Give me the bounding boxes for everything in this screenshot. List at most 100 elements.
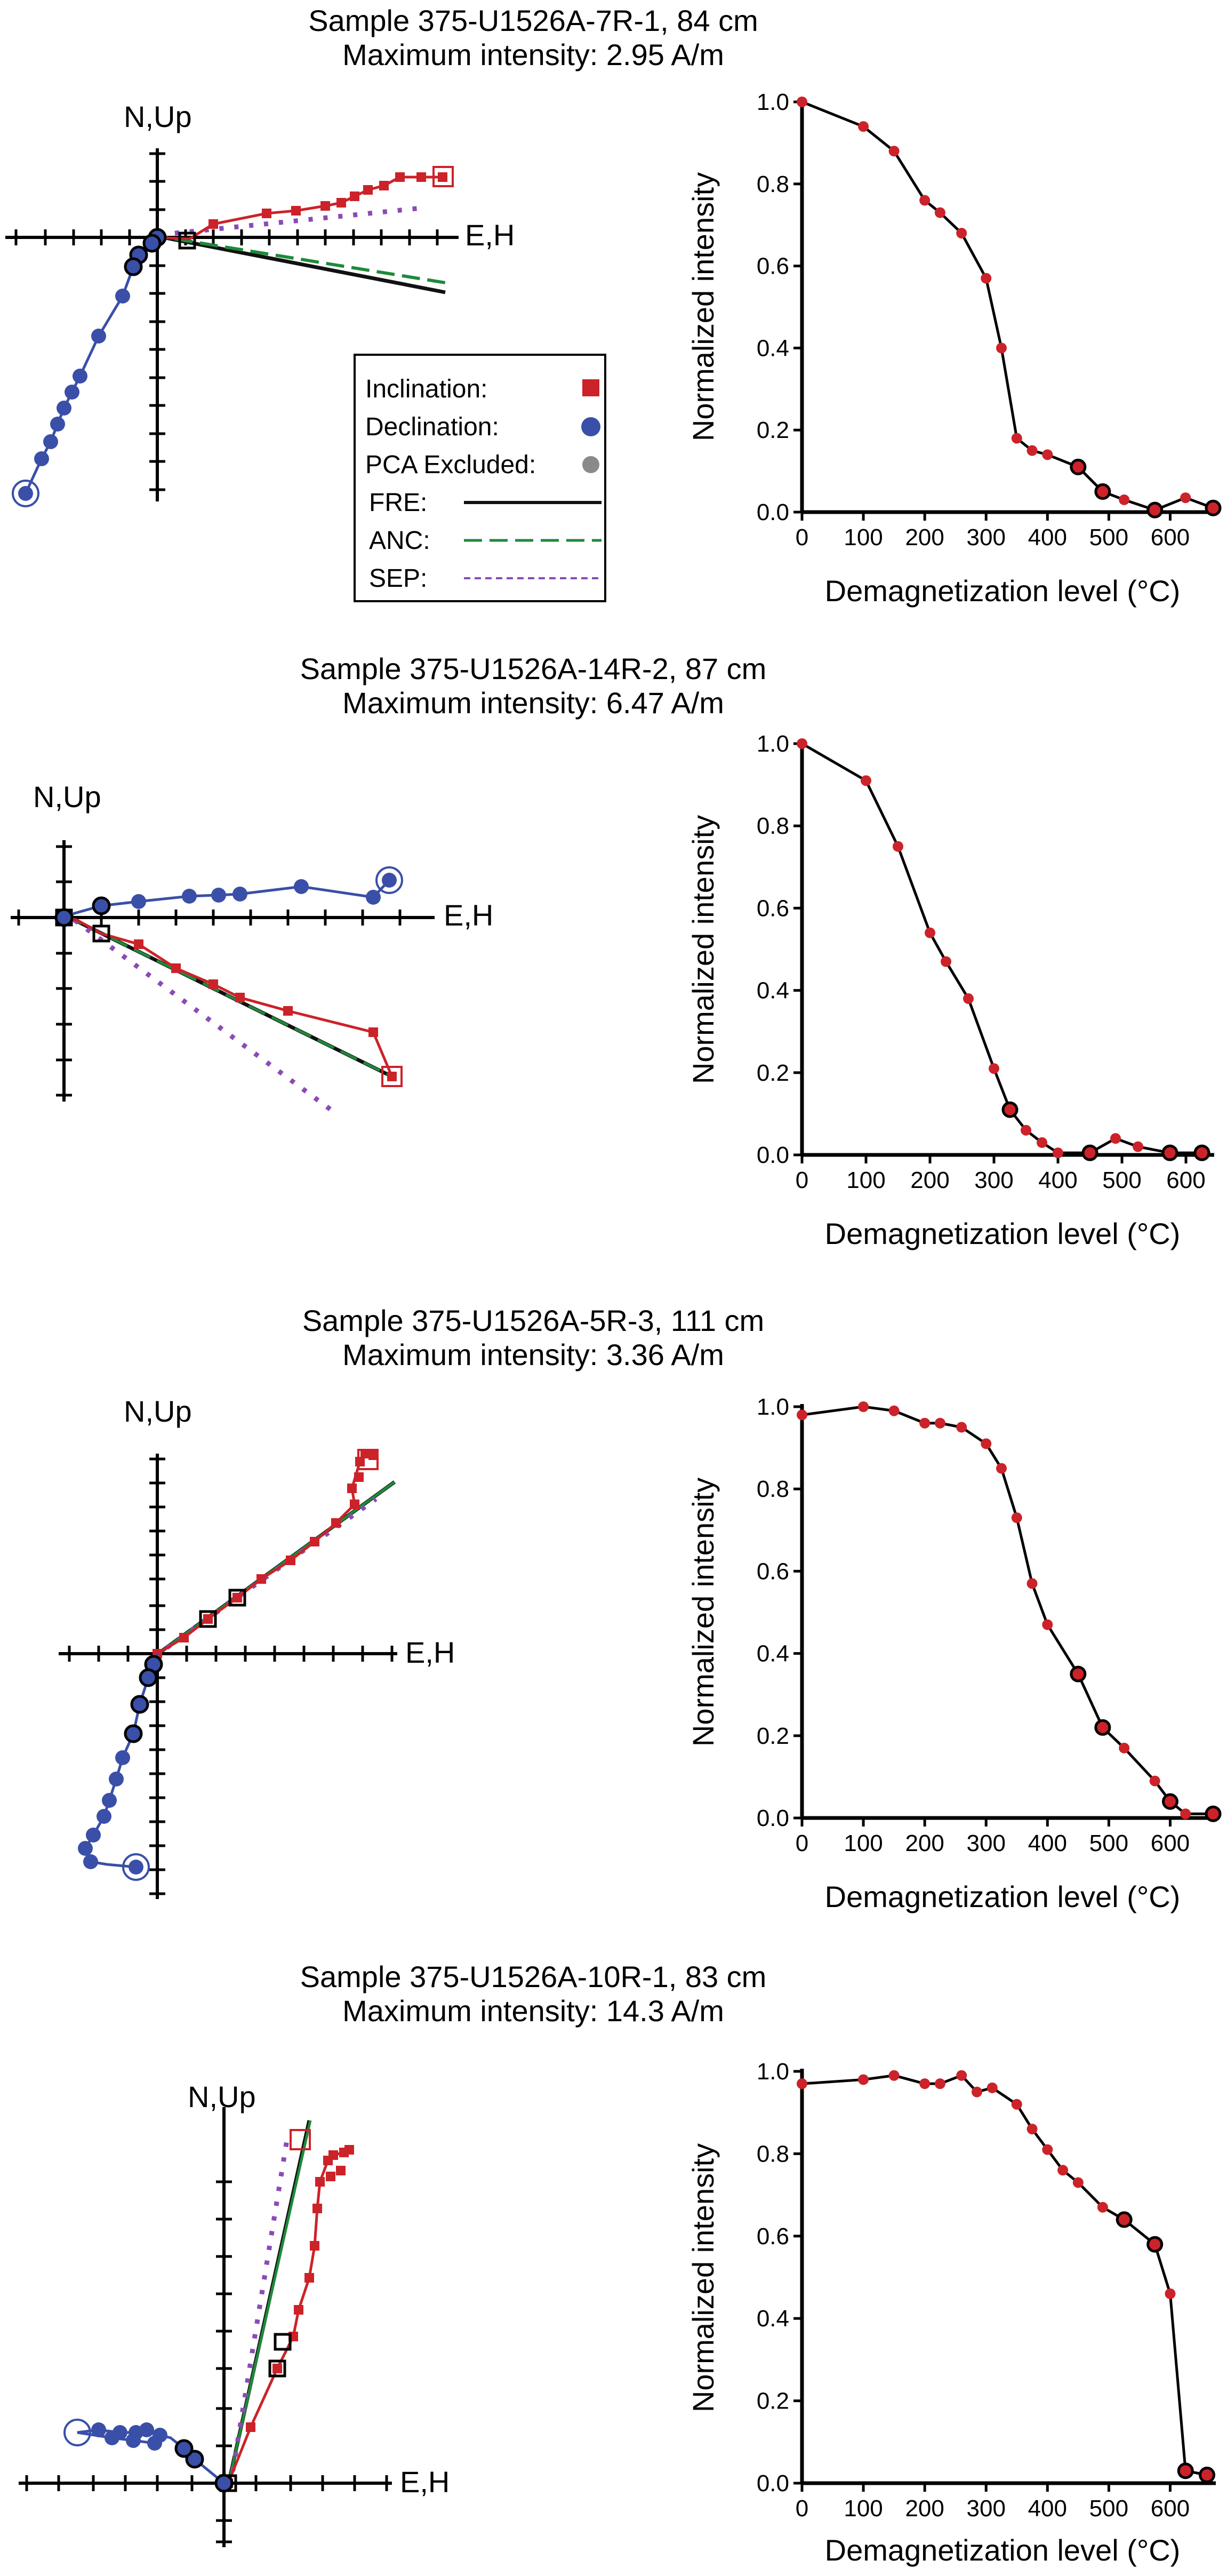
decay2-xlabel: Demagnetization level (°C) [825,1217,1181,1250]
decay4-excluded-point [1146,2236,1164,2253]
zij1-inclination-points [153,172,447,242]
decay4-series-line [801,2073,1207,2477]
decay4-x-tick-label: 200 [905,2495,944,2522]
zij2-ticks [17,845,402,1097]
legend-declination-label: Declination: [365,413,499,441]
decay4-data-point [797,2078,807,2089]
decay2-y-tick-label: 1.0 [757,731,789,757]
decay3-data-point [1026,1578,1038,1589]
legend-inclination-marker [582,379,599,396]
legend: Inclination: Declination: PCA Excluded: … [354,354,606,602]
decay1-x-tick-label: 0 [796,524,808,551]
decay1-excluded-point [1070,458,1087,475]
decay2-data-point [861,775,871,786]
decay2-y-tick-label: 0.6 [757,895,789,921]
decay4-x-tick-label: 400 [1028,2495,1067,2522]
decay2-excluded-point [1081,1144,1098,1161]
decay1-data-point [956,228,967,239]
decay2-excluded-point [1193,1144,1210,1161]
decay1-data-point [1180,492,1191,504]
decay4-data-point [1072,2177,1084,2188]
panel-2-title: Sample 375-U1526A-14R-2, 87 cm [300,652,767,685]
zijderveld-plot-3: N,Up E,H [59,1394,455,1899]
decay3-x-tick-label: 400 [1028,1830,1067,1856]
legend-pca-excluded-marker [582,456,599,473]
decay2-data-point [797,738,807,749]
decay3-data-point [1042,1619,1053,1630]
panel-3-subtitle: Maximum intensity: 3.36 A/m [342,1338,724,1371]
zij2-declination-points [131,873,397,909]
zij3-declination-points [78,1750,143,1875]
decay4-data-point [1026,2124,1038,2135]
decay4-data-point [1057,2165,1069,2176]
zij1-declination-excluded [124,228,167,276]
decay4-excluded-point [1177,2462,1194,2479]
decay1-excluded-point [1094,483,1111,500]
decay-plot-4: Normalized intensity Demagnetization lev… [686,2059,1216,2567]
zij4-declination-points [91,2422,167,2451]
decay1-data-point [797,97,807,107]
decay4-x-tick-label: 100 [844,2495,883,2522]
zij3-declination-first [122,1853,150,1881]
decay2-y-tick-label: 0.4 [757,978,789,1004]
decay3-data-point [1119,1742,1130,1753]
decay3-y-tick-label: 0.0 [757,1805,789,1831]
decay1-y-tick-label: 0.8 [757,171,789,197]
panel-2: Sample 375-U1526A-14R-2, 87 cm Maximum i… [11,652,1214,1250]
decay1-y-tick-label: 0.4 [757,335,789,361]
legend-anc-label: ANC: [369,527,430,555]
decay3-x-tick-label: 200 [905,1830,944,1856]
decay1-y-tick-label: 1.0 [757,89,789,115]
decay3-y-tick-label: 0.8 [757,1476,789,1502]
decay1-y-tick-label: 0.6 [757,253,789,280]
decay4-data-point [987,2082,998,2093]
decay1-x-tick-label: 500 [1089,524,1128,551]
decay3-data-point [1149,1775,1160,1787]
decay1-x-tick-label: 200 [905,524,944,551]
decay1-data-point [888,146,900,157]
decay3-data-point [919,1417,931,1429]
decay2-x-tick-label: 200 [910,1167,949,1193]
decay3-excluded-point [1070,1665,1087,1682]
decay1-data-point [919,195,931,206]
zij4-declination-first [63,2419,91,2446]
zij3-inclination-first [357,1449,379,1470]
decay4-data-point [956,2070,967,2081]
zij1-declination-first [12,480,39,507]
legend-box [354,354,606,602]
decay-plot-2: Normalized intensity Demagnetization lev… [686,731,1214,1250]
decay4-data-point [934,2078,945,2089]
decay2-data-point [893,841,903,852]
decay4-data-point [971,2086,982,2098]
decay3-excluded-point [1205,1805,1222,1822]
decay-plot-3: Normalized intensity Demagnetization lev… [686,1394,1222,1913]
zij3-excluded-squares [199,1589,246,1628]
decay4-x-tick-label: 0 [796,2495,808,2522]
panel-3-title: Sample 375-U1526A-5R-3, 111 cm [302,1304,764,1337]
decay3-xlabel: Demagnetization level (°C) [825,1880,1181,1913]
zij2-declination-first [375,866,403,894]
zij4-inclination-line [227,2148,350,2484]
zij2-declination-line [63,879,390,919]
panel-4: Sample 375-U1526A-10R-1, 83 cm Maximum i… [19,1960,1216,2567]
decay1-x-tick-label: 300 [967,524,1006,551]
decay3-series-line [801,1405,1213,1815]
zij1-y-label: N,Up [124,100,192,133]
decay2-x-tick-label: 500 [1102,1167,1141,1193]
decay3-data-point [858,1401,869,1412]
decay4-xlabel: Demagnetization level (°C) [825,2533,1181,2567]
decay3-y-tick-label: 1.0 [757,1394,789,1420]
decay-plot-1: Normalized intensity Demagnetization lev… [686,89,1222,608]
zij3-inclination-line [156,1452,374,1655]
zij4-ticks [25,2180,388,2543]
decay2-data-point [925,927,935,938]
decay4-x-tick-label: 300 [967,2495,1006,2522]
decay1-y-tick-label: 0.2 [757,417,789,443]
decay3-data-point [1011,1512,1022,1524]
decay4-y-tick-label: 0.2 [757,2388,789,2414]
decay1-x-tick-label: 600 [1151,524,1190,551]
decay1-excluded-point [1146,501,1164,519]
decay4-excluded-point [1198,2467,1215,2484]
decay2-data-point [941,956,951,967]
panel-2-subtitle: Maximum intensity: 6.47 A/m [342,686,724,720]
